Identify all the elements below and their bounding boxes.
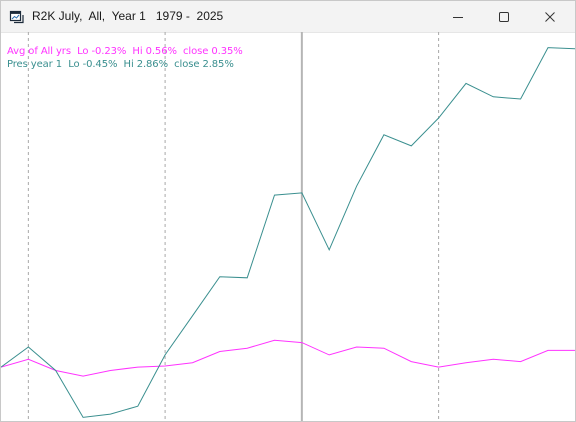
legend-pres-year-1: Pres year 1 Lo -0.45% Hi 2.86% close 2.8…	[7, 59, 234, 70]
close-icon	[545, 12, 555, 22]
window-title: R2K July, All, Year 1 1979 - 2025	[32, 9, 224, 23]
chart-plot-area[interactable]: Avg of All yrs Lo -0.23% Hi 0.56% close …	[1, 32, 575, 421]
line-chart	[1, 32, 575, 421]
minimize-button[interactable]	[435, 1, 481, 32]
maximize-button[interactable]	[481, 1, 527, 32]
minimize-icon	[453, 17, 463, 18]
close-button[interactable]	[527, 1, 573, 32]
maximize-icon	[499, 12, 509, 22]
series-line-avg-all-years	[1, 339, 575, 377]
chart-window-icon[interactable]	[9, 9, 25, 25]
series-line-pres-year-1	[1, 47, 575, 418]
legend-avg-all-years: Avg of All yrs Lo -0.23% Hi 0.56% close …	[7, 46, 243, 57]
title-bar[interactable]: R2K July, All, Year 1 1979 - 2025	[1, 1, 575, 33]
